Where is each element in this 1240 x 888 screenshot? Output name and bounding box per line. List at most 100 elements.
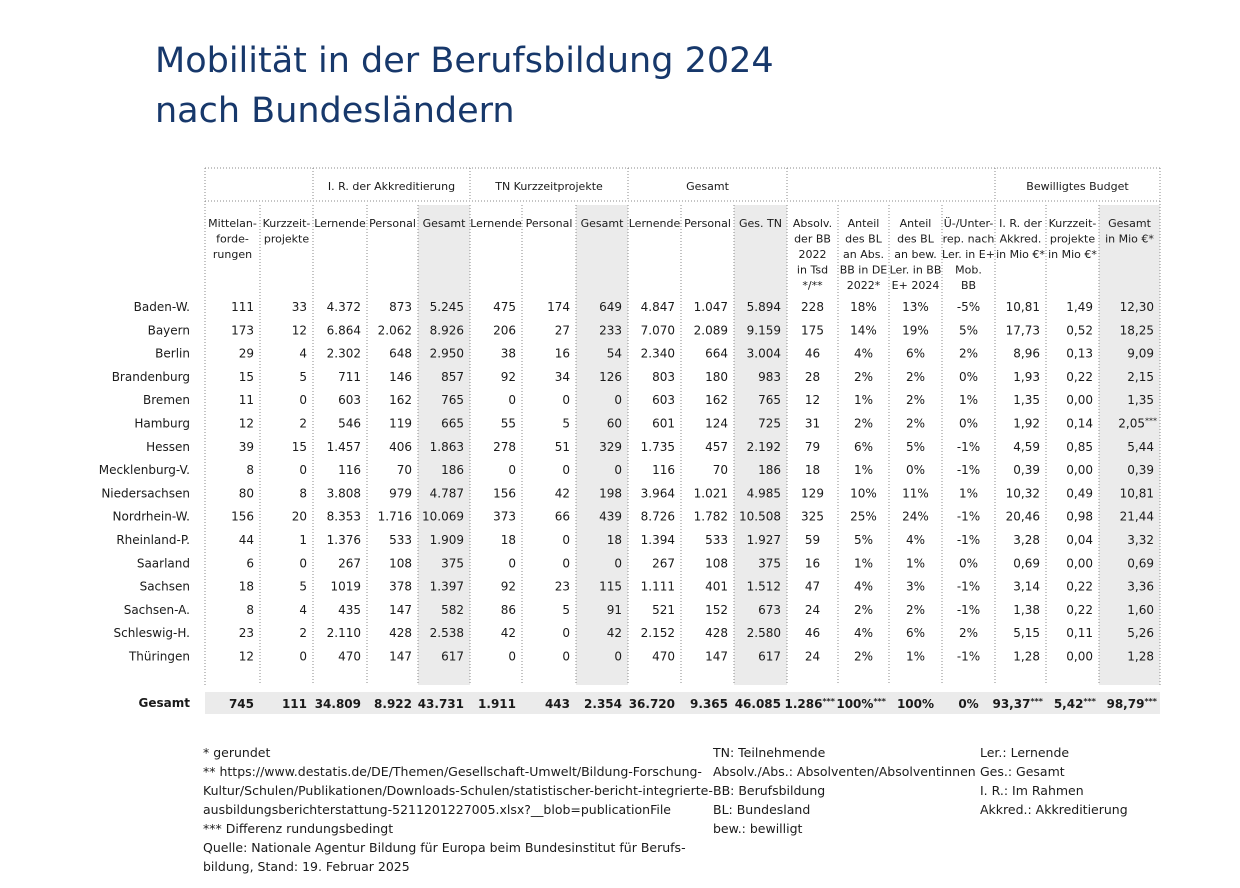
group-header: Gesamt [686, 180, 729, 193]
cell: 42 [607, 626, 622, 640]
cell: 4% [906, 533, 925, 547]
cell: 2% [959, 626, 978, 640]
cell: 21,44 [1120, 510, 1154, 524]
cell: 5,42*** [1054, 697, 1097, 711]
cell: 1019 [330, 580, 361, 594]
cell: 665 [441, 417, 464, 431]
cell: 7.070 [641, 323, 675, 337]
cell: 0,69 [1013, 556, 1040, 570]
row-label: Sachsen-A. [124, 603, 190, 617]
cell: 24 [805, 650, 820, 664]
cell: 233 [599, 323, 622, 337]
cell: 11 [239, 393, 254, 407]
cell: 93,37*** [992, 697, 1043, 711]
footnote: ausbildungsberichterstattung-52112012270… [203, 802, 671, 817]
cell: 2% [906, 393, 925, 407]
cell: 24% [902, 510, 929, 524]
cell: 4 [299, 347, 307, 361]
cell: 5,15 [1013, 626, 1040, 640]
column-header: projekte [1050, 233, 1096, 246]
column-header: 2022* [847, 279, 881, 292]
column-header: in Mio €* [1105, 233, 1154, 246]
cell: 0,22 [1066, 370, 1093, 384]
cell: 228 [801, 300, 824, 314]
cell: 173 [231, 323, 254, 337]
cell: 0 [614, 556, 622, 570]
row-label: Berlin [155, 347, 190, 361]
column-header: Ler. in E+ [942, 248, 995, 261]
cell: 2,15 [1127, 370, 1154, 384]
cell: 42 [501, 626, 516, 640]
cell: 765 [441, 393, 464, 407]
row-label: Niedersachsen [101, 486, 190, 500]
cell: 0,85 [1066, 440, 1093, 454]
cell: 1.782 [694, 510, 728, 524]
cell: 16 [805, 556, 820, 570]
column-header: */** [802, 279, 823, 292]
cell: 14% [850, 323, 877, 337]
cell: 979 [389, 486, 412, 500]
row-label: Saarland [137, 556, 190, 570]
cell: 0 [508, 463, 516, 477]
column-header: Anteil [848, 217, 880, 230]
footnote: bew.: bewilligt [713, 821, 803, 836]
footnote: Kultur/Schulen/Publikationen/Downloads-S… [203, 783, 713, 798]
shaded-column [734, 205, 787, 685]
cell: 36.720 [629, 697, 675, 711]
cell: -1% [957, 533, 980, 547]
cell: 2.062 [378, 323, 412, 337]
cell: 2% [854, 370, 873, 384]
column-header: Personal [684, 217, 731, 230]
cell: 664 [705, 347, 728, 361]
cell: 12 [805, 393, 820, 407]
cell: 10,32 [1006, 486, 1040, 500]
title: Mobilität in der Berufsbildung 2024 [155, 41, 774, 81]
footnote: Quelle: Nationale Agentur Bildung für Eu… [203, 840, 686, 855]
cell: 2.354 [584, 697, 622, 711]
cell: 1,28 [1127, 650, 1154, 664]
cell: 0% [959, 556, 978, 570]
cell: 8.726 [641, 510, 675, 524]
column-header: Akkred. [1000, 233, 1042, 246]
cell: -1% [957, 440, 980, 454]
cell: 6% [906, 626, 925, 640]
cell: 116 [652, 463, 675, 477]
column-header: rep. nach [943, 233, 995, 246]
cell: 873 [389, 300, 412, 314]
cell: 0 [299, 650, 307, 664]
cell: 16 [555, 347, 570, 361]
cell: 25% [850, 510, 877, 524]
cell: 0 [614, 393, 622, 407]
cell: 439 [599, 510, 622, 524]
footnote-mark: *** [822, 697, 835, 706]
cell: 24 [805, 603, 820, 617]
cell: 1.512 [747, 580, 781, 594]
cell: 1,35 [1013, 393, 1040, 407]
cell: 428 [389, 626, 412, 640]
cell: 2% [906, 370, 925, 384]
column-header: Personal [369, 217, 416, 230]
cell: 0,98 [1066, 510, 1093, 524]
cell: -1% [957, 510, 980, 524]
cell: 4,59 [1013, 440, 1040, 454]
cell: 1% [906, 650, 925, 664]
cell: 4.847 [641, 300, 675, 314]
cell: 2.192 [747, 440, 781, 454]
cell: 28 [805, 370, 820, 384]
cell: 8.353 [327, 510, 361, 524]
footnote: Akkred.: Akkreditierung [980, 802, 1128, 817]
footnote: Absolv./Abs.: Absolventen/Absolventinnen [713, 764, 976, 779]
cell: 617 [758, 650, 781, 664]
row-label: Brandenburg [112, 370, 190, 384]
column-header: Kurzzeit- [263, 217, 311, 230]
cell: 108 [389, 556, 412, 570]
cell: 0,00 [1066, 463, 1093, 477]
cell: 1.376 [327, 533, 361, 547]
cell: 3.004 [747, 347, 781, 361]
cell: 15 [239, 370, 254, 384]
cell: 10,81 [1006, 300, 1040, 314]
cell: 116 [338, 463, 361, 477]
cell: 98,79*** [1106, 697, 1157, 711]
column-header: Gesamt [1108, 217, 1151, 230]
